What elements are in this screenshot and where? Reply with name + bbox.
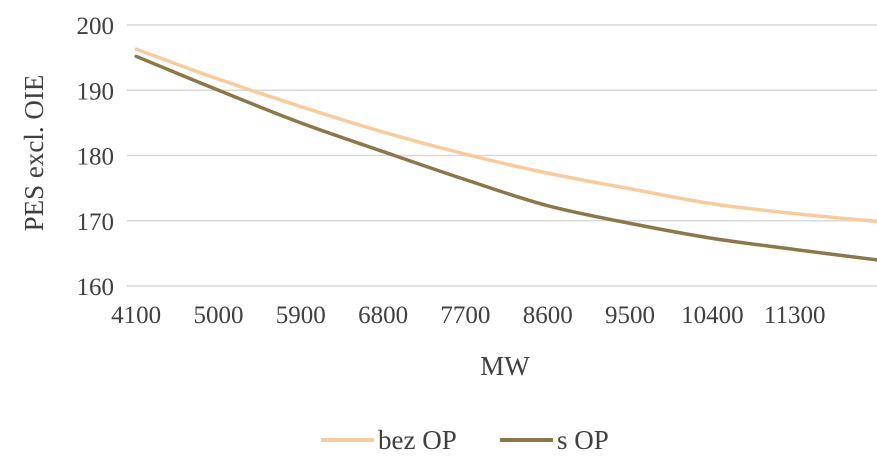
x-axis-title: MW [480,351,530,381]
x-tick-label: 10400 [681,302,744,329]
y-tick-label: 170 [77,209,115,236]
x-tick-label: 8600 [523,302,573,329]
x-tick-label: 5000 [193,302,243,329]
legend-label-bez-op: bez OP [378,425,457,455]
x-axis-ticks: 4100 5000 5900 6800 7700 8600 9500 10400 11300 [111,302,825,329]
y-axis-ticks: 160 170 180 190 200 [77,13,115,301]
series-line-bez-op [134,47,877,224]
x-tick-label: 7700 [440,302,490,329]
x-tick-label: 9500 [605,302,655,329]
x-tick-label: 4100 [111,302,161,329]
y-tick-label: 180 [77,144,115,171]
y-axis-title: PES excl. OIE [19,75,49,232]
legend: bez OP s OP [321,425,609,455]
y-tick-label: 190 [77,78,115,105]
series-line-s-op [134,54,877,262]
y-tick-label: 160 [77,274,115,301]
y-tick-label: 200 [77,13,115,40]
legend-label-s-op: s OP [557,425,609,455]
x-tick-label: 5900 [276,302,326,329]
x-tick-label: 6800 [358,302,408,329]
series-lines [134,47,877,262]
x-tick-label: 11300 [764,302,826,329]
